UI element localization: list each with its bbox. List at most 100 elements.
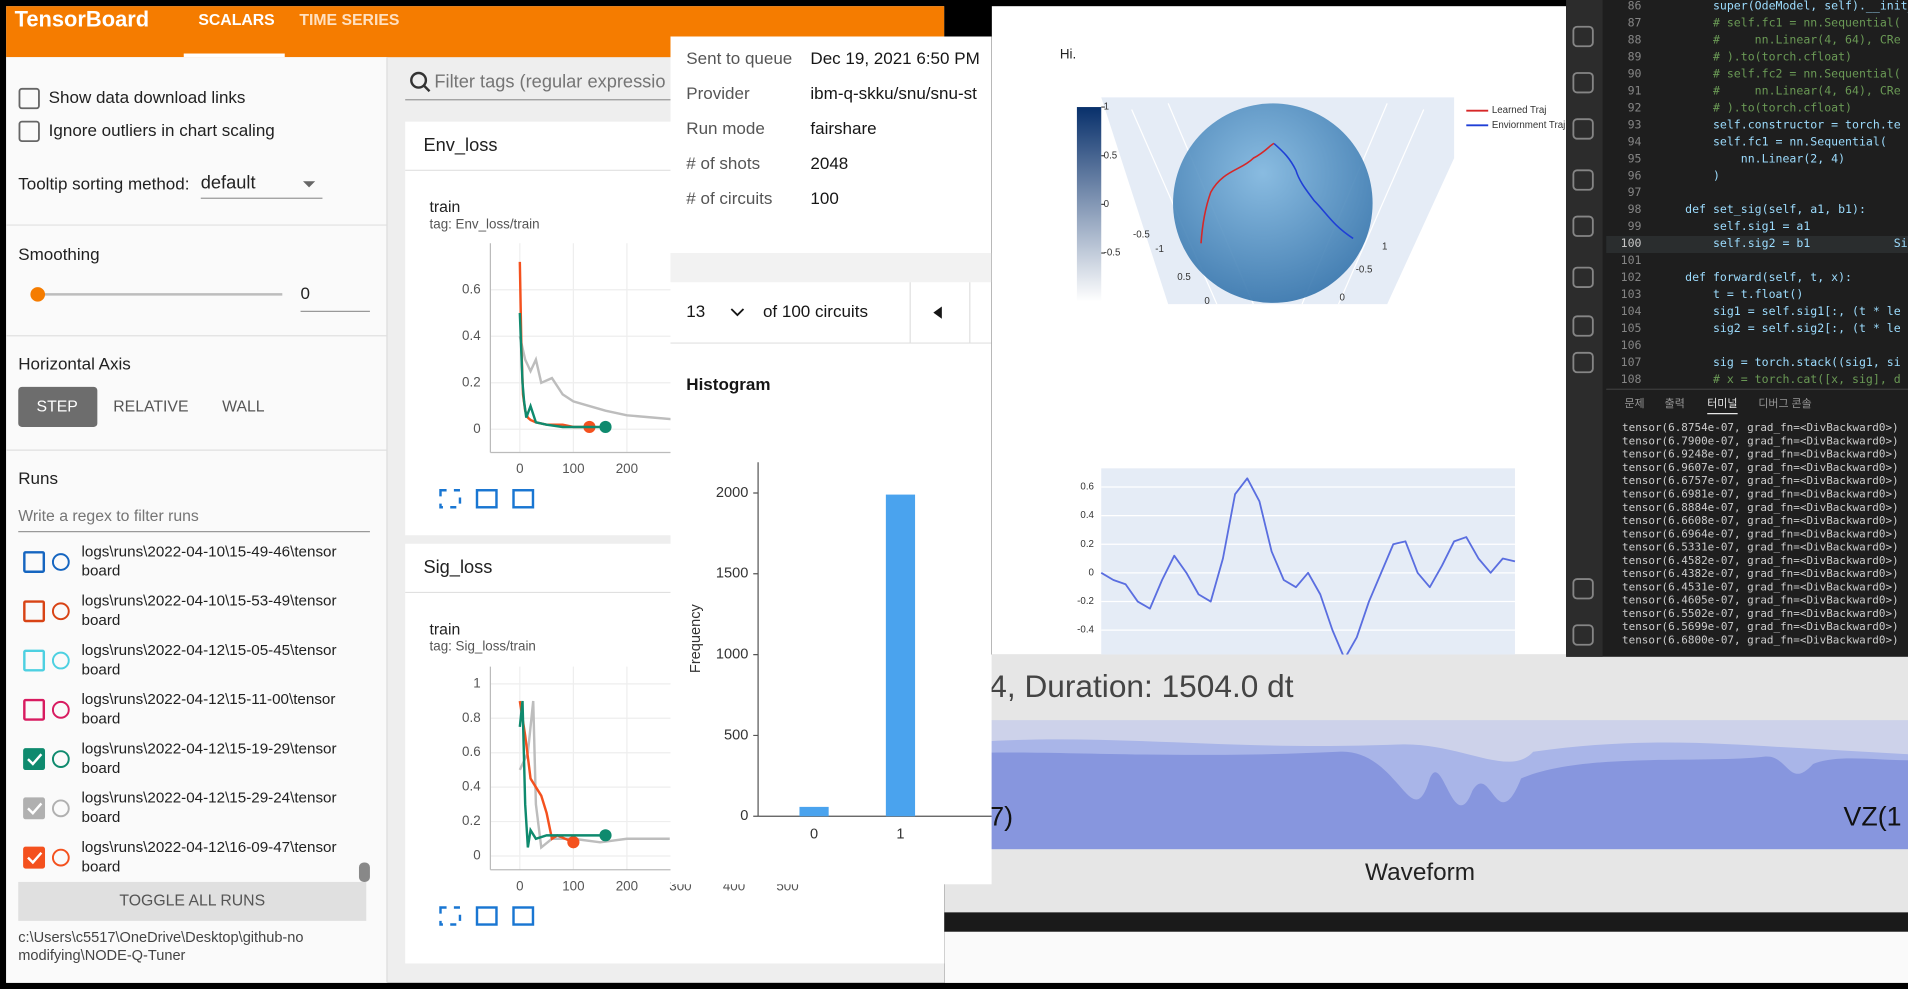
- check-mark: [27, 802, 43, 815]
- run-checkbox[interactable]: [23, 600, 46, 623]
- dropdown-arrow: [302, 181, 316, 188]
- run-color[interactable]: [51, 799, 70, 818]
- run-name-line: board: [82, 809, 121, 826]
- runs-filter[interactable]: Write a regex to filter runs: [18, 508, 199, 525]
- wave-plot-bg: [1101, 468, 1515, 655]
- terminal-line: tensor(6.9607e-07, grad_fn=<DivBackward0…: [1622, 461, 1899, 474]
- smoothing-input[interactable]: 0: [301, 284, 310, 303]
- slider-thumb[interactable]: [30, 287, 46, 302]
- activity-icon[interactable]: [1572, 315, 1594, 337]
- scene-axis-label: 1: [1382, 242, 1387, 253]
- last-point-marker: [599, 829, 612, 842]
- axis-option[interactable]: WALL: [222, 399, 265, 416]
- line-number: 106: [1621, 338, 1642, 352]
- pager-select[interactable]: 13: [686, 302, 705, 321]
- run-color[interactable]: [51, 553, 70, 571]
- run-checkbox[interactable]: [23, 698, 46, 721]
- loss-line: [518, 312, 606, 429]
- run-checkbox[interactable]: [23, 797, 46, 820]
- colorbar-tick-label: -0.5: [1104, 248, 1121, 259]
- activity-icon[interactable]: [1572, 215, 1594, 237]
- check-mark: [27, 851, 43, 865]
- wave-line: [1100, 477, 1516, 655]
- activity-icon[interactable]: [1572, 578, 1594, 600]
- toggle-label[interactable]: TOGGLE ALL RUNS: [119, 893, 265, 910]
- activity-icon[interactable]: [1572, 169, 1594, 191]
- y-tick-label: 0.6: [462, 744, 481, 759]
- channel-label: VZ(1: [1844, 802, 1902, 832]
- terminal-tab[interactable]: 출력: [1665, 397, 1685, 410]
- terminal-tab[interactable]: 문제: [1624, 397, 1644, 410]
- checkbox[interactable]: [18, 87, 40, 110]
- code-line: # x = torch.cat([x, sig], d: [1657, 372, 1900, 386]
- caption: Hi.: [1060, 46, 1076, 61]
- run-color[interactable]: [51, 651, 70, 670]
- axis-option[interactable]: RELATIVE: [113, 399, 188, 416]
- expand-icon[interactable]: [439, 489, 462, 509]
- line-number: 100: [1621, 236, 1642, 250]
- tab-underline: [183, 53, 285, 58]
- activity-icon[interactable]: [1572, 25, 1594, 48]
- scene-axis-label: 0: [1339, 293, 1345, 304]
- plotly-window: Hi. Learned Traj Enviornment Traj 1 0.5 0 -0.5…: [991, 6, 1567, 655]
- histogram-bar: [799, 806, 829, 817]
- activity-icon[interactable]: [1572, 118, 1594, 140]
- activity-icon[interactable]: [1572, 72, 1594, 94]
- tooltip-select[interactable]: default: [201, 172, 256, 193]
- tab[interactable]: SCALARS: [198, 12, 274, 29]
- option-label: Show data download links: [49, 88, 246, 107]
- run-checkbox[interactable]: [23, 748, 46, 771]
- code-line: # nn.Linear(4, 64), CRe: [1657, 83, 1900, 97]
- data-table-icon[interactable]: [475, 489, 498, 509]
- run-checkbox[interactable]: [23, 551, 46, 573]
- environment-trajectory: [1273, 142, 1354, 240]
- activity-icon[interactable]: [1572, 266, 1594, 289]
- line-number: 99: [1628, 219, 1642, 233]
- axis-button-active: [18, 386, 98, 427]
- run-checkbox[interactable]: [23, 846, 46, 869]
- line-number: 102: [1621, 270, 1642, 284]
- axis-label: Horizontal Axis: [18, 354, 131, 373]
- activity-icon[interactable]: [1572, 351, 1594, 374]
- run-color[interactable]: [51, 750, 70, 768]
- tab[interactable]: TIME SERIES: [299, 12, 399, 29]
- data-table-icon[interactable]: [475, 906, 498, 926]
- run-color[interactable]: [51, 848, 70, 867]
- run-color[interactable]: [51, 602, 70, 621]
- fit-domain-icon[interactable]: [512, 489, 535, 509]
- code-line: # nn.Linear(4, 64), CRe: [1657, 33, 1900, 47]
- scene-axis-label: -0.5: [1356, 265, 1373, 276]
- axis-option[interactable]: STEP: [37, 399, 78, 416]
- option-label: Ignore outliers in chart scaling: [49, 121, 275, 140]
- log-path: modifying\NODE-Q-Tuner: [18, 948, 185, 964]
- line-number: 98: [1628, 202, 1642, 216]
- terminal-tab[interactable]: 터미널: [1707, 397, 1737, 410]
- y-tick-label: 0.8: [462, 710, 481, 725]
- terminal-line: tensor(6.4605e-07, grad_fn=<DivBackward0…: [1622, 594, 1899, 607]
- tag-filter[interactable]: Filter tags (regular expressio: [434, 71, 665, 92]
- code-line: ): [1657, 168, 1720, 182]
- terminal-tab[interactable]: 디버그 콘솔: [1758, 397, 1811, 410]
- activity-bar: [1566, 0, 1603, 657]
- prev-button[interactable]: [933, 306, 942, 319]
- terminal-line: tensor(6.6608e-07, grad_fn=<DivBackward0…: [1622, 514, 1899, 527]
- run-name: logs\runs\2022-04-10\15-49-46\tensor boar…: [82, 543, 337, 579]
- fit-domain-icon[interactable]: [512, 906, 535, 926]
- expand-icon[interactable]: [439, 906, 462, 926]
- x-tick-label: 0: [516, 878, 523, 893]
- x-tick-label: 100: [562, 878, 584, 893]
- terminal-line: tensor(6.8754e-07, grad_fn=<DivBackward0…: [1622, 421, 1899, 434]
- chart-tag: tag: Env_loss/train: [430, 217, 540, 232]
- activity-icon[interactable]: [1572, 624, 1594, 646]
- run-name-line: board: [82, 760, 121, 777]
- x-tick-label: 0: [810, 826, 818, 842]
- toggle-button[interactable]: [18, 881, 367, 921]
- run-checkbox[interactable]: [23, 649, 46, 672]
- loss-line: [518, 700, 670, 850]
- loss-line: [518, 700, 606, 848]
- terminal-line: tensor(6.6964e-07, grad_fn=<DivBackward0…: [1622, 527, 1899, 540]
- checkbox[interactable]: [18, 120, 40, 143]
- run-color[interactable]: [51, 700, 70, 719]
- colorbar-tick-label: 1: [1104, 102, 1109, 113]
- waveform-fill: [944, 751, 1908, 850]
